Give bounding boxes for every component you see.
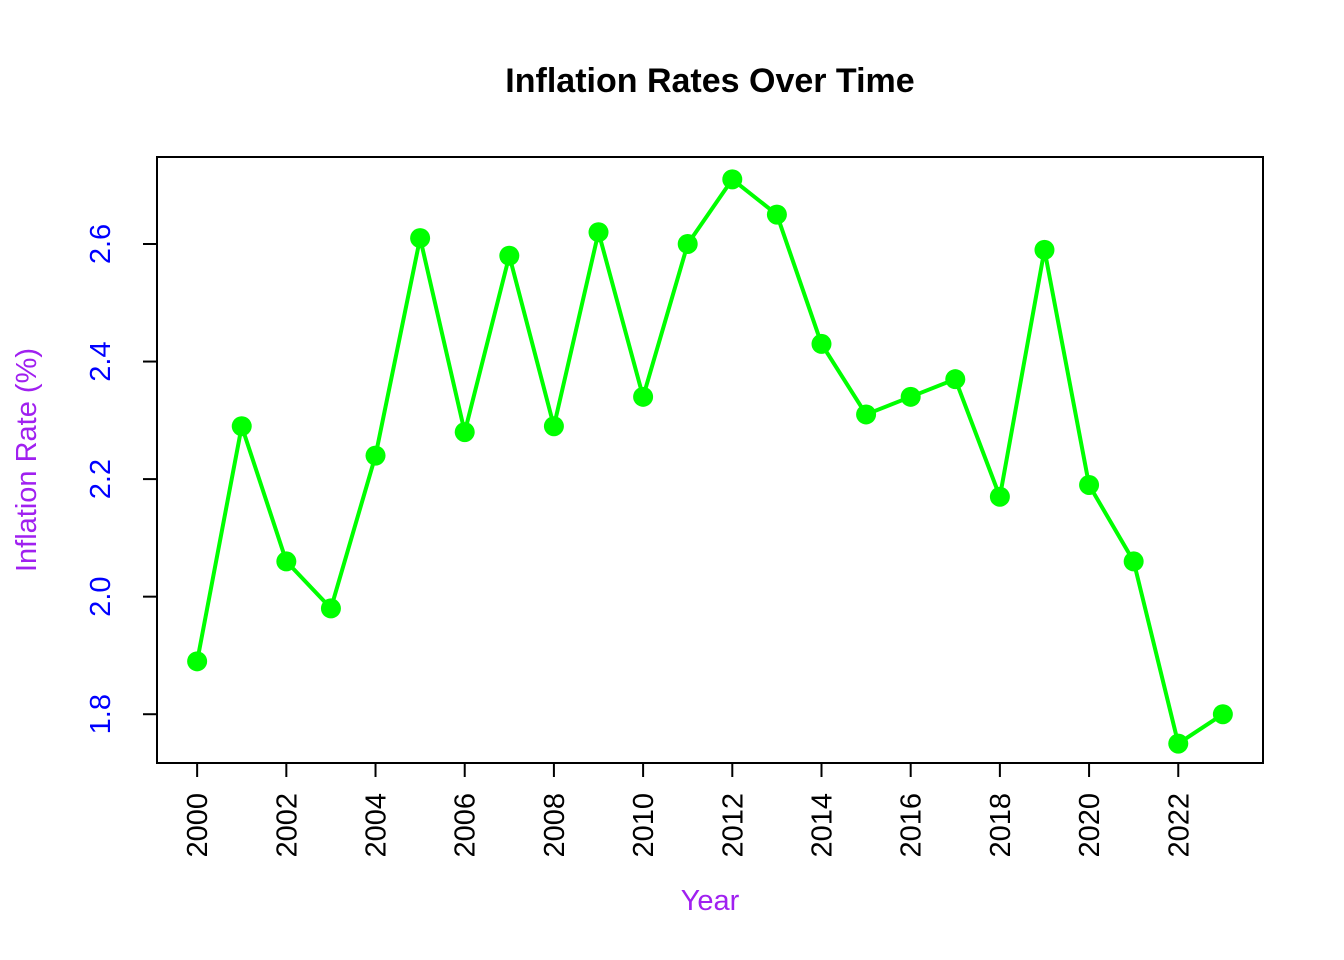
data-point <box>766 204 787 225</box>
data-point <box>989 486 1010 507</box>
data-point <box>1123 551 1144 572</box>
x-tick-label: 2010 <box>628 793 660 858</box>
x-tick-label: 2016 <box>896 793 928 858</box>
y-axis-title: Inflation Rate (%) <box>11 348 43 572</box>
x-tick-label: 2020 <box>1074 793 1106 858</box>
data-point <box>856 404 877 425</box>
data-point <box>722 169 743 190</box>
data-point <box>633 386 654 407</box>
x-tick-label: 2018 <box>985 793 1017 858</box>
data-point <box>276 551 297 572</box>
data-point <box>320 598 341 619</box>
x-tick-label: 2022 <box>1163 793 1195 858</box>
data-point <box>1168 733 1189 754</box>
data-point <box>410 228 431 249</box>
data-point <box>811 333 832 354</box>
data-point <box>1034 239 1055 260</box>
data-point <box>365 445 386 466</box>
data-point <box>945 369 966 390</box>
x-axis: 2000 2002 2004 2006 2008 2010 2012 2014 2016 2018… <box>182 762 1195 858</box>
x-tick-label: 2014 <box>806 793 838 858</box>
x-tick-label: 2002 <box>271 793 303 858</box>
y-tick-label: 1.8 <box>85 694 117 734</box>
y-axis: 1.8 2.0 2.2 2.4 2.6 <box>85 224 158 734</box>
series-line <box>195 177 1224 746</box>
data-point <box>454 422 475 443</box>
data-point <box>543 416 564 437</box>
chart-title: Inflation Rates Over Time <box>505 62 914 100</box>
data-point <box>1079 474 1100 495</box>
plot-frame <box>156 156 1264 764</box>
y-tick-label: 2.4 <box>85 341 117 381</box>
series-layer <box>187 169 1233 754</box>
data-point <box>900 386 921 407</box>
data-point <box>187 651 208 672</box>
x-tick-label: 2000 <box>182 793 214 858</box>
data-point <box>499 245 520 266</box>
data-point <box>677 233 698 254</box>
data-point <box>588 222 609 243</box>
x-tick-label: 2006 <box>450 793 482 858</box>
y-tick-label: 2.2 <box>85 459 117 499</box>
x-axis-title: Year <box>681 885 740 917</box>
data-point <box>231 416 252 437</box>
y-tick-label: 2.0 <box>85 576 117 616</box>
x-tick-label: 2004 <box>361 793 393 858</box>
data-point <box>1212 704 1233 725</box>
x-tick-label: 2012 <box>717 793 749 858</box>
y-tick-label: 2.6 <box>85 224 117 264</box>
x-tick-label: 2008 <box>539 793 571 858</box>
